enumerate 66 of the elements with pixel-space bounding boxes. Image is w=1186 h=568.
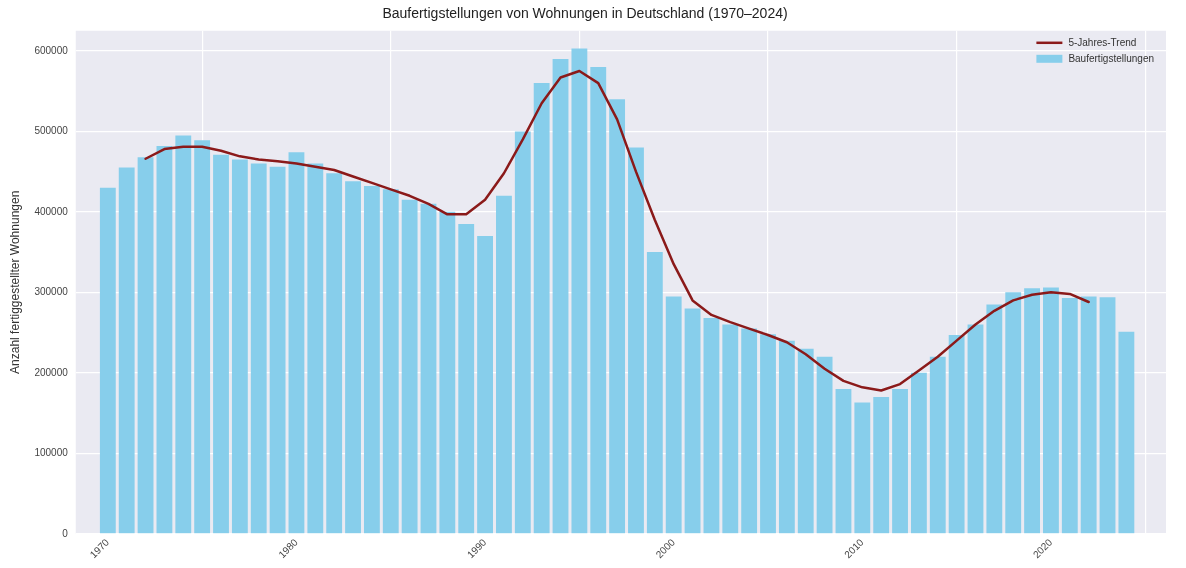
bar [99,187,116,534]
bar [703,318,720,534]
bar [533,83,550,534]
bar [345,181,361,534]
bar [854,402,871,534]
bar [118,167,135,534]
bar [835,388,852,534]
bar [175,135,192,534]
bar [552,58,569,534]
bar [967,324,984,534]
bar [477,236,493,534]
bar [496,195,512,534]
bar [382,189,399,534]
bar [1024,288,1040,534]
y-tick-label: 100000 [34,447,69,459]
bar [892,388,908,534]
bar [571,48,588,534]
bar [590,67,607,534]
bar [269,166,286,534]
bar [1118,331,1135,534]
bar [1005,292,1022,534]
bar [929,356,946,534]
y-axis-title: Anzahl fertiggestellter Wohnungen [7,190,22,374]
bar [722,324,739,534]
bar [1043,287,1059,534]
y-tick-label: 300000 [34,286,69,298]
bar [213,154,229,534]
bar [156,145,173,534]
bar [910,372,927,534]
bar [194,140,211,534]
bar [250,163,267,534]
bar [760,334,776,534]
bar [231,159,248,534]
chart-title: Baufertigstellungen von Wohnungen in Deutschland (1970–2024) [382,5,788,22]
legend-label: Baufertigstellungen [1068,52,1155,64]
bar [1061,297,1078,534]
bar [684,308,701,534]
y-tick-label: 0 [62,527,69,539]
y-tick-label: 500000 [34,125,69,137]
bar [986,304,1003,534]
y-tick-label: 200000 [34,366,69,378]
bar [1099,297,1116,534]
bar [401,199,418,534]
bar [873,396,890,534]
bar [514,131,531,534]
bar [665,296,682,534]
bar [137,157,154,534]
y-tick-label: 600000 [34,44,69,56]
bar [646,252,663,534]
bar [326,173,343,534]
bar [420,203,437,534]
bar [778,340,795,534]
bar [1080,296,1097,534]
bar [288,152,305,534]
bar [948,335,965,534]
bar [363,186,380,534]
bar [439,211,456,534]
bar [816,356,833,534]
y-tick-label: 400000 [34,205,69,217]
bar [741,328,758,534]
bar [609,99,626,534]
bar [458,223,475,534]
bar [797,348,814,534]
bar [307,163,324,534]
legend-label: 5-Jahres-Trend [1068,36,1137,48]
bar [628,147,644,534]
